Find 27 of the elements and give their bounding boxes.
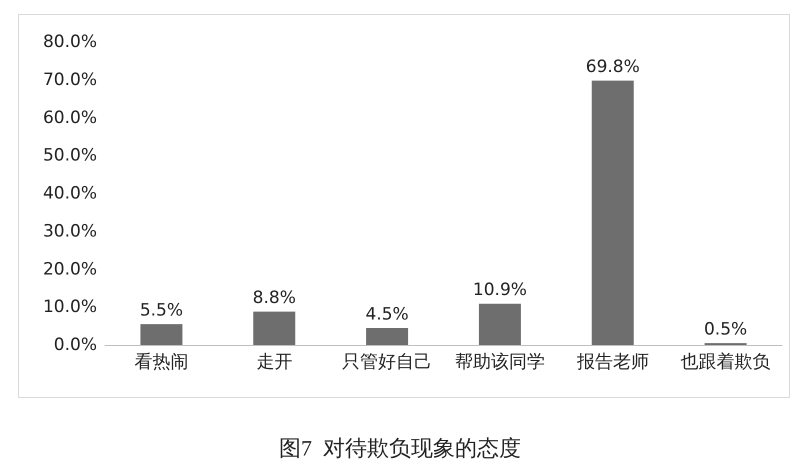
x-tick-label: 只管好自己 <box>342 352 432 372</box>
data-label: 69.8% <box>586 57 640 78</box>
data-label: 5.5% <box>140 300 184 321</box>
y-tick-label: 50.0% <box>42 146 97 166</box>
y-tick-label: 60.0% <box>42 108 97 128</box>
bar <box>366 328 408 345</box>
x-tick-label: 也跟着欺负 <box>680 352 771 372</box>
data-label: 10.9% <box>472 280 527 300</box>
y-tick-label: 20.0% <box>42 259 97 280</box>
data-label: 0.5% <box>704 320 748 340</box>
bar <box>140 324 182 345</box>
y-tick-label: 70.0% <box>42 70 97 90</box>
x-tick-label: 走开 <box>256 352 292 372</box>
x-tick-label: 报告老师 <box>576 352 649 372</box>
data-label: 4.5% <box>365 304 409 324</box>
y-tick-label: 0.0% <box>54 335 97 355</box>
x-tick-label: 帮助该同学 <box>454 352 545 372</box>
bar <box>592 80 634 345</box>
text: 图7 对待欺负现象的态度 <box>279 436 521 460</box>
bar <box>253 312 296 345</box>
y-tick-label: 30.0% <box>42 221 97 242</box>
y-tick-label: 80.0% <box>42 32 97 52</box>
bar <box>478 304 521 345</box>
y-tick-label: 40.0% <box>42 184 97 204</box>
data-label: 8.8% <box>252 288 296 308</box>
y-tick-label: 10.0% <box>42 297 97 318</box>
x-tick-label: 看热闹 <box>134 352 188 372</box>
